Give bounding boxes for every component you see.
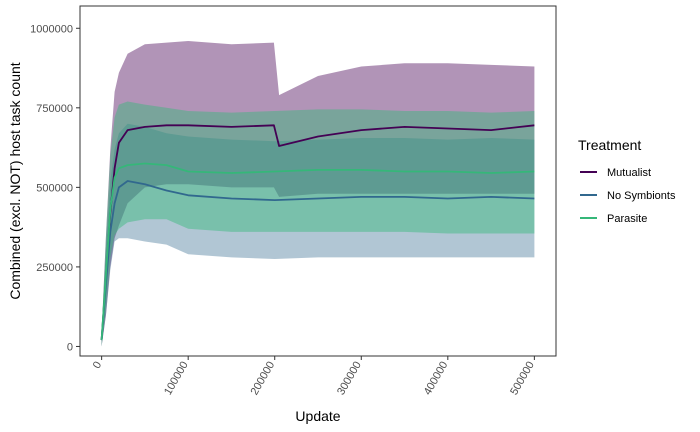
x-tick-label: 0 — [91, 360, 104, 371]
plot-panel-border — [79, 5, 557, 357]
legend-label-mutualist: Mutualist — [607, 167, 651, 179]
series-line-mutualist — [100, 124, 535, 341]
series-line-layer — [100, 124, 535, 341]
y-tick-label: 750000 — [36, 103, 73, 115]
ribbon-parasite — [101, 101, 535, 347]
legend-label-no-symbionts: No Symbionts — [607, 190, 676, 202]
y-axis: 0 250000 500000 750000 1000000 — [30, 23, 80, 353]
legend-title: Treatment — [578, 137, 641, 153]
ribbon-mutualist — [101, 41, 535, 347]
series-line-no-symbionts — [100, 180, 535, 341]
legend-label-parasite: Parasite — [607, 213, 647, 225]
legend: Treatment Mutualist No Symbionts Parasite — [578, 137, 676, 225]
series-line-parasite — [100, 162, 535, 341]
ribbon-layer — [101, 41, 535, 347]
y-axis-title: Combined (excl. NOT) host task count — [7, 62, 23, 299]
y-tick-label: 1000000 — [30, 23, 73, 35]
y-tick-label: 0 — [67, 341, 73, 353]
ribbon-no-symbionts — [101, 123, 535, 347]
y-tick-label: 250000 — [36, 262, 73, 274]
x-axis-title: Update — [295, 408, 340, 424]
y-tick-label: 500000 — [36, 182, 73, 194]
